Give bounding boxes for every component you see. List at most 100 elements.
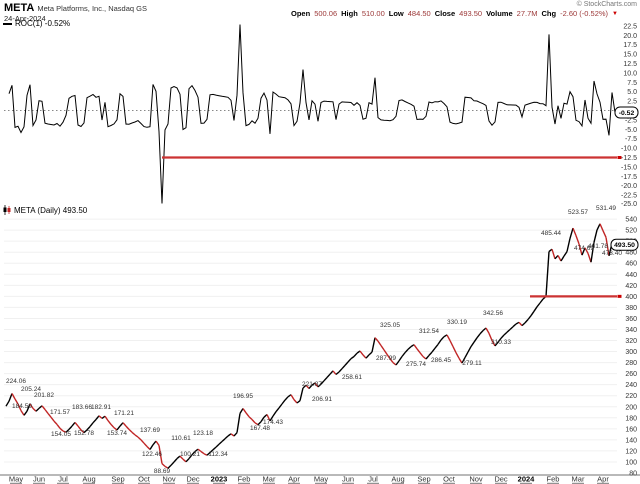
price-candle-segment xyxy=(356,350,361,354)
price-axis-tick: 440 xyxy=(625,272,637,279)
price-annotation: 312.54 xyxy=(419,328,439,335)
price-candle-segment xyxy=(488,333,493,341)
price-candle-segment xyxy=(572,227,577,236)
price-legend-label: META (Daily) 493.50 xyxy=(14,205,88,215)
price-annotation: 275.74 xyxy=(406,361,426,368)
price-candle-segment xyxy=(524,319,529,324)
volume-label: Volume xyxy=(486,9,513,18)
price-candle-segment xyxy=(323,377,328,382)
price-annotation: 523.57 xyxy=(568,209,588,216)
price-candle-segment xyxy=(545,251,550,297)
price-candle-segment xyxy=(173,458,178,463)
price-candle-segment xyxy=(587,253,592,263)
price-candle-segment xyxy=(236,413,241,433)
price-candle-segment xyxy=(161,463,166,467)
price-candle-segment xyxy=(68,425,73,430)
price-annotation: 325.05 xyxy=(380,322,400,329)
price-candle-segment xyxy=(575,235,580,245)
price-candle-segment xyxy=(56,423,61,429)
price-candle-segment xyxy=(398,356,403,362)
x-axis-month-label: Feb xyxy=(547,475,560,484)
price-candle-segment xyxy=(170,461,175,466)
close-label: Close xyxy=(434,9,456,18)
roc-axis-tick: 22.5 xyxy=(623,23,637,30)
roc-axis-tick: -12.5 xyxy=(621,155,637,162)
price-legend: META (Daily) 493.50 xyxy=(3,205,87,215)
price-annotation: 474.69 xyxy=(574,245,594,252)
price-axis-tick: 300 xyxy=(625,349,637,356)
price-candle-segment xyxy=(590,242,595,263)
price-candle-segment xyxy=(467,346,472,353)
price-candle-segment xyxy=(326,373,331,378)
price-axis-tick: 180 xyxy=(625,415,637,422)
x-axis-month-label: Dec xyxy=(186,475,200,484)
price-candle-segment xyxy=(254,422,259,426)
price-candle-segment xyxy=(86,426,91,431)
roc-axis-tick: 5.0 xyxy=(627,89,637,96)
price-candle-segment xyxy=(155,440,160,446)
price-candle-segment xyxy=(596,223,601,231)
price-annotation: 184.59 xyxy=(12,403,32,410)
x-axis-month-label: May xyxy=(9,475,23,484)
price-candle-segment xyxy=(551,248,556,260)
price-candle-segment xyxy=(257,421,262,426)
price-axis-tick: 140 xyxy=(625,437,637,444)
roc-axis-tick: 15.0 xyxy=(623,52,637,59)
price-candle-segment xyxy=(149,444,154,450)
price-candle-segment xyxy=(260,416,265,423)
price-annotation: 196.95 xyxy=(233,393,253,400)
price-candle-segment xyxy=(74,421,79,427)
high-value: 510.00 xyxy=(361,9,385,18)
price-axis-tick: 360 xyxy=(625,316,637,323)
price-candle-segment xyxy=(506,328,511,333)
roc-axis-tick: 10.0 xyxy=(623,70,637,77)
price-candle-segment xyxy=(191,451,196,456)
x-axis-month-label: Dec xyxy=(494,475,508,484)
price-axis-tick: 80 xyxy=(629,471,637,478)
price-candle-segment xyxy=(314,382,319,388)
price-annotation: 205.24 xyxy=(21,386,41,393)
price-candle-segment xyxy=(491,340,496,347)
price-candle-segment xyxy=(383,349,388,355)
price-candle-segment xyxy=(515,321,520,325)
price-axis-tick: 160 xyxy=(625,426,637,433)
roc-axis-tick: -2.5 xyxy=(625,117,637,124)
price-candle-segment xyxy=(110,423,115,429)
price-candle-segment xyxy=(140,439,145,444)
price-annotation: 461.78 xyxy=(588,243,608,250)
price-axis-tick: 540 xyxy=(625,217,637,224)
x-axis-month-label: Nov xyxy=(469,475,483,484)
price-candle-segment xyxy=(134,434,139,438)
price-candle-segment xyxy=(308,384,313,389)
price-candle-segment xyxy=(176,455,181,460)
x-axis-month-label: Jun xyxy=(342,475,354,484)
price-annotation: 330.19 xyxy=(447,319,467,326)
price-candle-segment xyxy=(41,405,46,410)
price-candle-segment xyxy=(221,438,226,443)
price-candle-segment xyxy=(599,223,604,231)
price-candle-segment xyxy=(530,310,535,317)
price-candle-segment xyxy=(458,357,463,364)
price-candle-segment xyxy=(158,445,163,464)
price-candle-segment xyxy=(59,427,64,432)
price-candle-segment xyxy=(317,383,322,388)
low-value: 484.50 xyxy=(407,9,431,18)
chg-value: -2.60 (-0.52%) xyxy=(560,9,609,18)
price-candle-segment xyxy=(320,380,325,385)
price-candle-segment xyxy=(479,330,484,335)
price-candle-segment xyxy=(521,322,526,327)
price-candle-segment xyxy=(539,298,544,304)
price-annotation: 279.11 xyxy=(462,360,482,367)
price-candle-segment xyxy=(593,229,598,243)
price-annotation: 531.49 xyxy=(596,205,616,212)
price-candle-segment xyxy=(497,337,502,343)
x-axis-month-label: Apr xyxy=(288,475,300,484)
price-candle-segment xyxy=(428,351,433,356)
price-candle-segment xyxy=(413,344,418,350)
company-name: Meta Platforms, Inc., Nasdaq GS xyxy=(37,4,147,13)
price-candle-segment xyxy=(185,458,190,463)
price-axis-tick: 400 xyxy=(625,294,637,301)
price-candle-segment xyxy=(89,422,94,428)
price-candle-segment xyxy=(143,442,148,447)
price-candle-segment xyxy=(119,422,124,427)
